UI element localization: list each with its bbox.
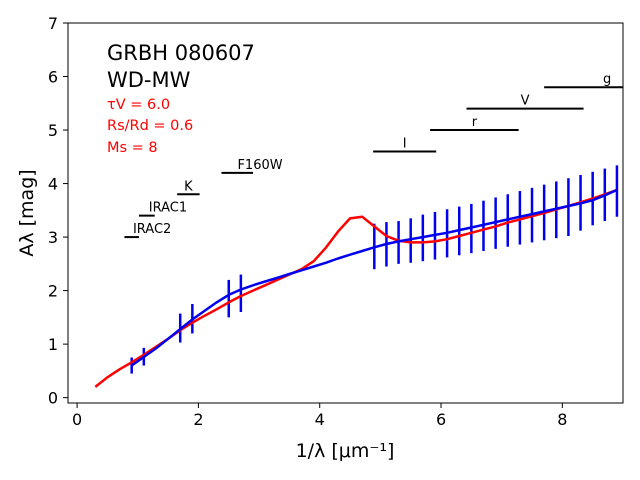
x-tick-label: 8 xyxy=(557,410,567,429)
model-curves xyxy=(94,188,618,388)
x-tick-label: 2 xyxy=(193,410,203,429)
band-label-r: r xyxy=(472,115,478,130)
model-name: WD-MW xyxy=(107,68,191,92)
band-label-f160w: F160W xyxy=(237,158,282,173)
band-label-v: V xyxy=(521,94,530,109)
filter-bands: IRAC2 IRAC1 K F160W Ir Vg xyxy=(124,72,623,239)
param-tau: τV = 6.0 xyxy=(107,97,170,113)
param-ratio: Rs/Rd = 0.6 xyxy=(107,118,193,134)
band-label-k: K xyxy=(184,179,193,194)
param-mass: Ms = 8 xyxy=(107,140,158,156)
band-label-irac2: IRAC2 xyxy=(133,222,171,237)
y-tick-label: 6 xyxy=(48,68,58,87)
y-axis-label: Aλ [mag] xyxy=(16,169,38,256)
source-name: GRBH 080607 xyxy=(107,41,255,65)
x-tick-label: 4 xyxy=(315,410,325,429)
y-tick-label: 2 xyxy=(48,282,58,301)
x-tick-label: 6 xyxy=(436,410,446,429)
band-label-g: g xyxy=(603,72,611,87)
axis-ticks: 0 2 4 6 8 0 1 2 3 4 5 6 7 xyxy=(48,14,568,429)
y-tick-label: 0 xyxy=(48,389,58,408)
x-axis-label: 1/λ [μm⁻¹] xyxy=(296,440,395,462)
y-tick-label: 5 xyxy=(48,121,58,140)
band-label-irac1: IRAC1 xyxy=(149,201,187,216)
plot-frame xyxy=(67,22,624,404)
blue-model-curve xyxy=(130,188,618,367)
y-tick-label: 4 xyxy=(48,175,58,194)
y-tick-label: 3 xyxy=(48,228,58,247)
x-tick-label: 0 xyxy=(72,410,82,429)
band-label-i: I xyxy=(403,136,407,151)
y-tick-label: 1 xyxy=(48,335,58,354)
y-tick-label: 7 xyxy=(48,14,58,33)
